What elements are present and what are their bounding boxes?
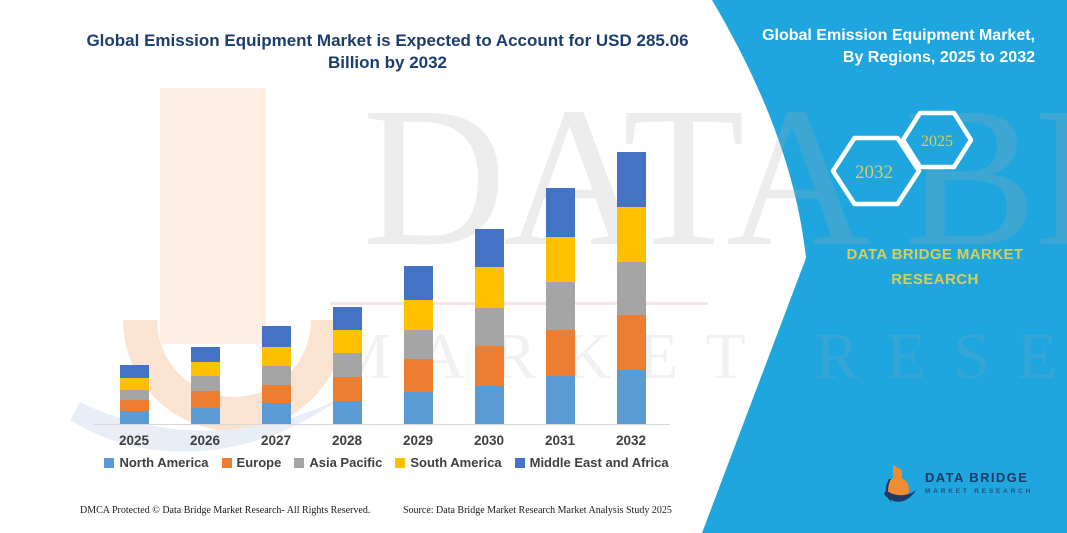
- legend-item-south-america: South America: [395, 455, 502, 470]
- side-panel-heading-line2: By Regions, 2025 to 2032: [842, 49, 1035, 66]
- watermark-text-marketresearch: MARKET RESEARCH: [332, 320, 1067, 393]
- bar-segment-europe-2031: [545, 329, 575, 376]
- bar-segment-asia-pacific-2031: [545, 282, 575, 330]
- legend-item-asia-pacific: Asia Pacific: [294, 455, 382, 470]
- hexagon-badges: 2032 2025: [830, 110, 974, 207]
- legend-label: Asia Pacific: [309, 455, 383, 470]
- bar-segment-south-america-2026: [190, 362, 220, 377]
- x-axis-label-2030: 2030: [473, 433, 505, 448]
- bar-segment-north-america-2028: [332, 400, 362, 424]
- x-axis-label-2029: 2029: [402, 433, 434, 448]
- bar-segment-south-america-2032: [616, 207, 646, 263]
- bar-segment-europe-2029: [403, 358, 433, 392]
- legend-label: North America: [119, 455, 209, 470]
- bar-segment-south-america-2030: [474, 267, 504, 309]
- watermark-stem-shape: [160, 88, 266, 344]
- bar-segment-europe-2028: [332, 376, 362, 401]
- bar-segment-north-america-2032: [616, 369, 646, 424]
- bar-segment-middle-east-and-africa-2032: [616, 152, 646, 208]
- x-axis-label-2028: 2028: [331, 433, 363, 448]
- bar-segment-middle-east-and-africa-2025: [119, 365, 149, 378]
- legend: North America Europe Asia Pacific South Ame…: [74, 455, 699, 470]
- databridge-logo-icon: [884, 465, 916, 503]
- side-panel-heading: Global Emission Equipment Market, By Reg…: [720, 25, 1035, 69]
- logo-swoosh: [884, 490, 916, 502]
- bar-segment-south-america-2025: [119, 377, 149, 390]
- bar-segment-north-america-2031: [545, 375, 575, 424]
- legend-item-north-america: North America: [104, 455, 209, 470]
- bar-segment-south-america-2031: [545, 236, 575, 283]
- watermark-bowl-arc: [123, 319, 345, 431]
- hexagon-2025-label: 2025: [921, 133, 953, 150]
- chart-title: Global Emission Equipment Market is Expe…: [75, 30, 700, 74]
- bar-segment-north-america-2026: [190, 407, 220, 424]
- bar-segment-south-america-2027: [261, 347, 291, 366]
- watermark-swoosh-shape: [70, 395, 345, 452]
- legend-swatch: [221, 457, 232, 468]
- chart-title-line2: Billion by 2032: [327, 53, 448, 72]
- bar-segment-middle-east-and-africa-2028: [332, 306, 362, 331]
- bar-segment-asia-pacific-2030: [474, 308, 504, 346]
- hexagon-2032-label: 2032: [855, 162, 893, 183]
- chart-title-line1: Global Emission Equipment Market is Expe…: [86, 31, 689, 50]
- bar-segment-asia-pacific-2032: [616, 262, 646, 316]
- legend-label: Europe: [236, 455, 282, 470]
- bar-segment-asia-pacific-2025: [119, 389, 149, 400]
- legend-swatch: [395, 457, 406, 468]
- logo-subtitle: MARKET RESEARCH: [925, 488, 1034, 495]
- databridge-logo: DATA BRIDGE MARKET RESEARCH: [882, 462, 1033, 508]
- bar-segment-middle-east-and-africa-2031: [545, 188, 575, 237]
- logo-watermark: [70, 88, 345, 452]
- x-axis-label-2025: 2025: [118, 433, 150, 448]
- hexagon-2032: [830, 135, 922, 207]
- bar-segment-north-america-2025: [119, 411, 149, 424]
- bar-segment-middle-east-and-africa-2029: [403, 265, 433, 300]
- bar-segment-asia-pacific-2028: [332, 353, 362, 377]
- bar-segment-north-america-2030: [474, 385, 504, 424]
- bar-segment-europe-2025: [119, 399, 149, 412]
- hexagon-2025: [900, 110, 974, 170]
- bar-segment-europe-2026: [190, 391, 220, 408]
- bar-segment-europe-2032: [616, 315, 646, 370]
- x-axis-label-2027: 2027: [260, 433, 292, 448]
- bar-segment-europe-2027: [261, 384, 291, 403]
- x-axis-line: [94, 424, 670, 425]
- bar-segment-asia-pacific-2027: [261, 365, 291, 385]
- bar-segment-south-america-2029: [403, 299, 433, 330]
- legend-swatch: [104, 457, 115, 468]
- panel-brand-line2: RESEARCH: [891, 271, 979, 288]
- side-panel-shape: [702, 0, 1067, 533]
- legend-swatch: [514, 457, 525, 468]
- legend-label: South America: [410, 455, 502, 470]
- bar-segment-asia-pacific-2026: [190, 376, 220, 392]
- bar-segment-asia-pacific-2029: [403, 329, 433, 359]
- x-axis-label-2026: 2026: [189, 433, 221, 448]
- bar-segment-north-america-2027: [261, 403, 291, 424]
- bar-segment-middle-east-and-africa-2027: [261, 325, 291, 348]
- panel-brand-line1: DATA BRIDGE MARKET: [846, 246, 1024, 263]
- legend-item-middle-east-and-africa: Middle East and Africa: [514, 455, 669, 470]
- bar-segment-north-america-2029: [403, 391, 433, 424]
- watermark-underline: [330, 302, 708, 305]
- legend-item-europe: Europe: [221, 455, 282, 470]
- side-panel-heading-line1: Global Emission Equipment Market,: [762, 27, 1035, 44]
- logo-title: DATA BRIDGE: [925, 470, 1029, 485]
- x-axis-label-2031: 2031: [544, 433, 576, 448]
- legend-label: Middle East and Africa: [529, 455, 669, 470]
- bar-segment-south-america-2028: [332, 330, 362, 354]
- x-axis-label-2032: 2032: [615, 433, 647, 448]
- bar-segment-europe-2030: [474, 345, 504, 386]
- panel-brand-name: DATA BRIDGE MARKET RESEARCH: [825, 242, 1045, 292]
- footer-source-text: Source: Data Bridge Market Research Mark…: [403, 505, 672, 516]
- footer-dmca-text: DMCA Protected © Data Bridge Market Rese…: [80, 505, 371, 516]
- logo-crescent: [885, 479, 892, 503]
- bar-segment-middle-east-and-africa-2030: [474, 229, 504, 268]
- bar-segment-middle-east-and-africa-2026: [190, 347, 220, 363]
- legend-swatch: [294, 457, 305, 468]
